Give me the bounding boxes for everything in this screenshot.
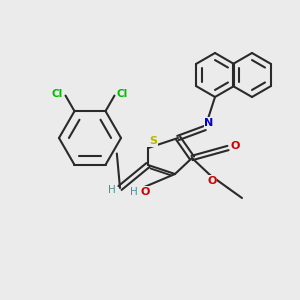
Text: Cl: Cl [52, 88, 63, 99]
Text: O: O [140, 187, 150, 197]
Text: S: S [149, 136, 157, 146]
Text: O: O [230, 141, 240, 151]
Text: O: O [207, 176, 217, 186]
Text: H: H [130, 187, 138, 197]
Text: N: N [204, 118, 214, 128]
Text: H: H [108, 185, 116, 195]
Text: Cl: Cl [117, 88, 128, 99]
